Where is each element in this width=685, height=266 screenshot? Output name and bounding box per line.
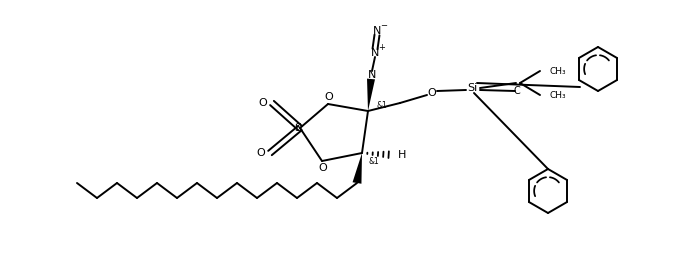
Polygon shape	[353, 153, 362, 184]
Text: O: O	[259, 98, 267, 108]
Text: Si: Si	[467, 83, 477, 93]
Text: C: C	[514, 86, 521, 96]
Text: O: O	[319, 163, 327, 173]
Text: H: H	[398, 150, 406, 160]
Text: CH₃: CH₃	[550, 66, 566, 76]
Text: N: N	[368, 70, 376, 80]
Text: O: O	[257, 148, 265, 158]
Text: O: O	[325, 92, 334, 102]
Polygon shape	[367, 79, 375, 111]
Text: +: +	[379, 44, 386, 52]
Text: −: −	[380, 22, 388, 31]
Text: O: O	[427, 88, 436, 98]
Text: N: N	[373, 26, 381, 36]
Text: CH₃: CH₃	[550, 90, 566, 99]
Text: &1: &1	[369, 156, 379, 165]
Text: S: S	[295, 123, 301, 133]
Text: N: N	[371, 48, 379, 58]
Text: &1: &1	[377, 101, 388, 110]
